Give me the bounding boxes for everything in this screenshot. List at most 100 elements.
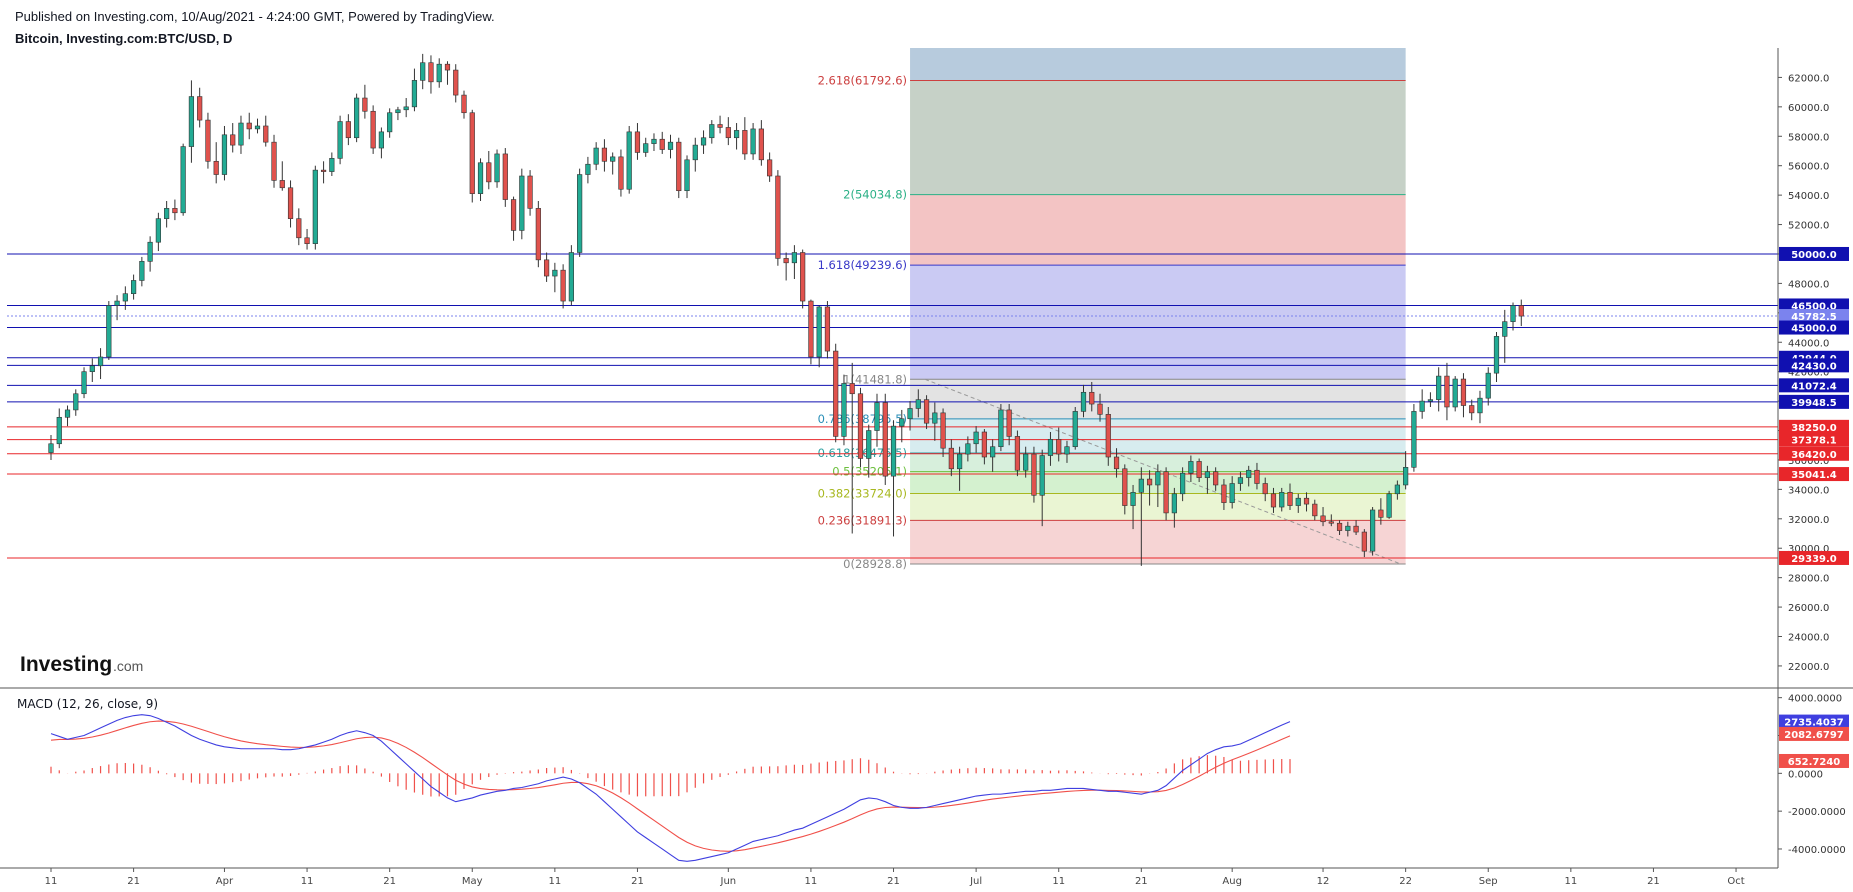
candle-down (882, 402, 888, 477)
price-axis[interactable]: 22000.0 24000.0 26000.0 28000.0 30000.0 32000… (1778, 73, 1829, 673)
candle-up (1080, 391, 1087, 412)
candle-up (436, 63, 442, 83)
candle-down (923, 399, 930, 424)
plot-background (7, 48, 1778, 688)
horizontal-levels (7, 253, 1778, 559)
price-badge-label: 42430.0 (1791, 361, 1837, 372)
macd-tick-label: -4000.0000 (1788, 845, 1846, 856)
candle-down (1336, 522, 1343, 531)
candle-down (1163, 471, 1169, 514)
macd-line (50, 714, 1291, 862)
time-tick-label: 21 (1135, 876, 1148, 887)
candle-up (866, 430, 872, 459)
macd-value-badge (1779, 714, 1849, 729)
candle-down (510, 199, 517, 231)
price-tick-label: 44000.0 (1788, 338, 1829, 349)
candle-up (568, 252, 574, 302)
candle-down (1328, 521, 1334, 524)
candle-down (1361, 531, 1367, 552)
candle-up (378, 131, 385, 149)
candle-down (246, 122, 252, 130)
macd-panel: 4000.00002000.00000.0000-2000.0000-4000.… (50, 694, 1849, 862)
fib-zone (910, 379, 1406, 419)
candle-up (494, 153, 500, 183)
candle-up (1485, 372, 1491, 399)
candle-up (1502, 321, 1508, 337)
candlestick-series (48, 53, 1524, 566)
time-axis[interactable]: 11 21 Apr 11 21 May 11 21 Jun 11 21 Jul 11 21 Aug 12 22 S… (45, 868, 1745, 887)
candle-up (106, 305, 112, 358)
candle-down (800, 252, 806, 302)
candle-up (1477, 397, 1483, 414)
price-tick-label: 54000.0 (1788, 191, 1829, 202)
candle-up (1047, 439, 1054, 456)
price-tick-label: 28000.0 (1788, 574, 1829, 585)
candle-up (122, 293, 128, 302)
candle-up (733, 130, 740, 139)
candle-down (172, 208, 178, 214)
candle-down (560, 269, 566, 302)
price-tick-label: 32000.0 (1788, 515, 1829, 526)
price-badge-label: 50000.0 (1791, 250, 1837, 261)
candle-down (1097, 403, 1103, 415)
price-badge-label: 36420.0 (1791, 450, 1837, 461)
candle-up (1452, 378, 1458, 408)
candle-up (874, 402, 880, 431)
fib-level-label: 2.618(61792.6) (818, 73, 907, 87)
price-tick-label: 56000.0 (1788, 162, 1829, 173)
candle-down (205, 119, 211, 162)
candle-up (585, 163, 591, 175)
price-badge (1779, 446, 1849, 461)
candle-up (1427, 399, 1434, 402)
logo-suffix: .com (113, 658, 143, 674)
candle-down (857, 393, 864, 459)
price-tick-label: 22000.0 (1788, 662, 1829, 673)
candle-up (907, 408, 913, 420)
candle-up (973, 431, 979, 445)
candle-down (444, 63, 451, 71)
fib-level-label: 0(28928.8) (843, 557, 907, 571)
candle-down (197, 96, 203, 121)
macd-tick-label: -2000.0000 (1788, 807, 1846, 818)
price-badge (1779, 358, 1849, 373)
time-tick-label: Sep (1479, 876, 1498, 887)
candle-up (667, 141, 674, 150)
candle-up (420, 62, 426, 81)
candle-up (56, 416, 62, 445)
price-tick-label: 62000.0 (1788, 73, 1829, 84)
candle-down (345, 121, 351, 139)
time-tick-label: 11 (1052, 876, 1065, 887)
time-tick-label: 11 (301, 876, 314, 887)
time-tick-label: 22 (1399, 876, 1412, 887)
fib-zone (910, 520, 1406, 564)
price-badge-label: 45782.5 (1791, 312, 1837, 323)
candle-down (263, 125, 269, 143)
candle-down (717, 124, 723, 128)
candle-down (783, 258, 789, 264)
candle-down (1105, 414, 1111, 458)
candle-down (271, 141, 277, 181)
candle-up (1436, 375, 1442, 400)
candle-down (1262, 483, 1268, 495)
candle-down (1146, 478, 1153, 486)
candle-up (354, 97, 360, 139)
candle-up (403, 106, 409, 111)
candle-up (709, 124, 715, 139)
candle-down (535, 208, 541, 261)
price-tick-label: 36000.0 (1788, 456, 1829, 467)
candle-down (320, 169, 327, 172)
candle-up (1064, 446, 1070, 455)
candle-down (543, 259, 550, 277)
fib-level-label: 1.618(49239.6) (818, 258, 907, 272)
time-tick-label: 21 (127, 876, 140, 887)
price-badge-label: 45000.0 (1791, 324, 1837, 335)
candle-down (824, 306, 831, 352)
candle-down (601, 147, 608, 162)
candle-up (998, 409, 1004, 448)
candle-down (1312, 503, 1318, 517)
candle-up (139, 261, 145, 281)
candle-down (296, 218, 302, 239)
price-badge (1779, 394, 1849, 409)
candle-up (915, 399, 921, 409)
